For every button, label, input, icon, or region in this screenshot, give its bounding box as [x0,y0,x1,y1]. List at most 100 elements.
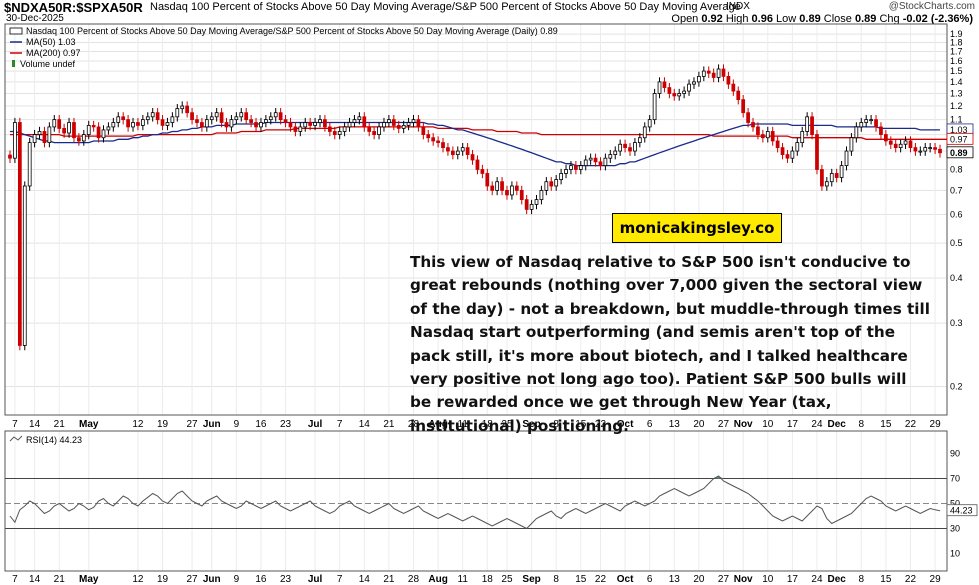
candle-body [854,126,859,139]
main-y-tick-label: 0.3 [950,318,963,328]
x-tick-label: 27 [187,419,199,430]
candle [697,71,701,87]
x-tick-label: Nov [734,574,753,585]
candle-body [77,137,81,142]
candle-body [524,199,529,210]
candle [259,117,263,132]
x-tick-label: 22 [595,419,607,430]
x-tick-label: 11 [458,419,469,430]
candle-body [470,154,475,161]
candle [815,129,819,175]
candle [785,149,790,163]
candle-body [367,126,372,132]
x-tick-label: 18 [482,419,494,430]
candle [884,129,888,146]
candle [313,117,317,131]
rsi-last-tag: 44.23 [946,504,978,517]
candle [416,115,421,132]
candle [57,115,62,134]
rsi-y-tick-label: 90 [950,449,960,459]
candle [150,108,155,122]
candle-body [888,140,893,145]
candle-body [884,134,888,142]
candle-body [204,119,209,128]
candle [204,115,209,132]
price-tag-close: 0.89 [946,146,974,159]
candle-body [795,142,800,152]
x-tick-label: 21 [383,574,395,585]
candle-body [313,122,317,126]
main-y-tick-label: 0.7 [950,185,963,195]
rsi-legend: RSI(14) 44.23 [9,435,82,445]
candle [140,115,145,131]
rsi-x-axis: 7 14 21 May 12 19 27 Jun 9 16 23 Jul 7 14 21 28 Aug 11 18 2… [12,574,941,585]
candle [293,122,298,137]
candle-body [869,119,873,122]
candle [938,144,942,158]
candle [81,129,86,146]
low-value: 0.89 [799,13,821,25]
candle [303,117,308,132]
candle-body [844,150,849,167]
main-y-tick-label: 1.2 [950,101,963,111]
candle [32,129,37,148]
candle-body [352,119,357,123]
main-y-tick-label: 1.9 [950,29,963,39]
candle-body [254,122,258,128]
candle-body [760,134,765,139]
candle [219,108,224,128]
high-label: High [725,13,749,25]
candle [273,108,278,122]
x-tick-label: 28 [408,574,420,585]
candle [652,88,657,125]
candle [111,117,116,132]
candle-body [701,70,706,77]
rsi-y-tick-label: 10 [950,549,960,559]
ohlc-readout: Open 0.92 High 0.96 Low 0.89 Close 0.89 … [671,13,973,25]
main-y-tick-label: 0.2 [950,382,963,392]
x-tick-label: Jul [308,574,323,585]
x-tick-label: 27 [187,574,199,585]
legend-ma200: MA(200) 0.97 [26,48,81,58]
price-tag-box [946,132,974,145]
candle-body [692,81,696,85]
candle-body [657,81,662,94]
candle [765,126,770,143]
candle-body [327,126,332,132]
candle-body [514,185,519,191]
x-tick-label: Dec [827,419,846,430]
x-tick-label: 15 [880,419,892,430]
stockcharts-watermark: @StockCharts.com [888,1,975,12]
x-tick-label: 14 [29,574,41,585]
candle [327,122,332,137]
close-label: Close [823,13,852,25]
x-tick-label: 8 [553,574,559,585]
candle-body [549,181,554,187]
candle [268,112,273,125]
x-tick-label: 27 [718,574,730,585]
candle-body [874,119,878,128]
candle [869,115,873,125]
candle-body [67,122,71,134]
candle-body [652,93,657,121]
candle [893,139,898,153]
candle [377,122,381,140]
candle [485,168,490,191]
x-tick-label: Oct [617,574,634,585]
candle-body [824,181,829,187]
candle [52,115,57,132]
x-tick-label: May [79,419,99,430]
x-tick-label: 15 [880,574,892,585]
candle-body [244,112,249,121]
x-tick-label: 7 [337,574,343,585]
price-candles [8,64,942,351]
candle [505,185,509,200]
candle-body [234,116,239,121]
candle [844,146,849,171]
candle-body [209,116,214,121]
x-tick-label: 19 [157,419,169,430]
candle-legend-icon [9,27,23,35]
main-legend: Nasdaq 100 Percent of Stocks Above 50 Da… [9,26,558,69]
chart-description: Nasdaq 100 Percent of Stocks Above 50 Da… [150,1,741,13]
x-tick-label: 15 [575,419,587,430]
